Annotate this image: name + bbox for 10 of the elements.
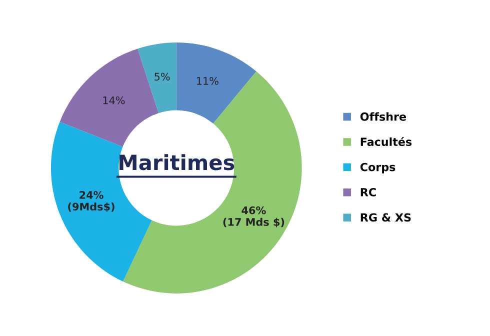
data-label: 11% [196, 76, 218, 85]
legend-label: Corps [360, 162, 396, 174]
legend-label: RG & XS [360, 213, 411, 222]
legend-label: Facultés [360, 136, 412, 146]
legend-label: Offshre [360, 112, 406, 121]
data-label: 46% (17 Mds $) [223, 206, 284, 228]
data-label: 24% (9Mds$) [68, 191, 114, 212]
data-label: 14% [103, 96, 125, 104]
legend-label: RC [360, 188, 376, 196]
data-label: 5% [154, 72, 170, 81]
